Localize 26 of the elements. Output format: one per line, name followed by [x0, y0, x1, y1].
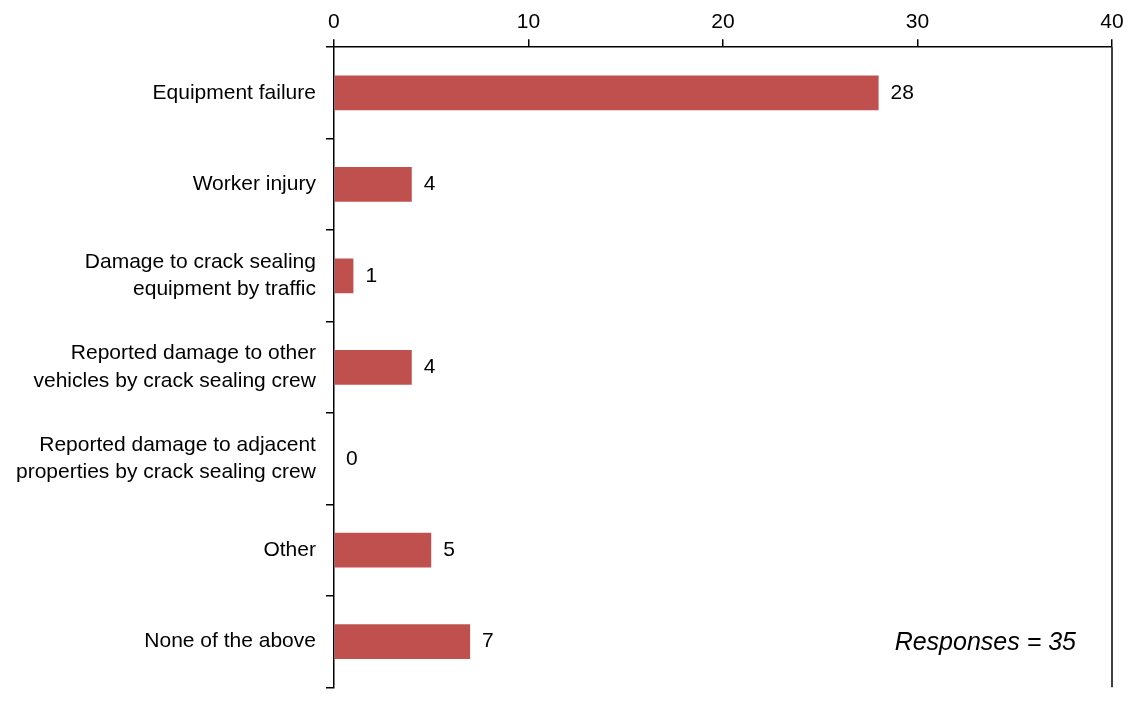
bar [334, 75, 879, 111]
bar [334, 258, 354, 294]
bar [334, 349, 412, 385]
data-label: 4 [423, 354, 436, 378]
y-tick-label: Reported damage to adjacent properties by crack sealing crew [15, 431, 317, 483]
y-tick-label: Other [263, 536, 316, 560]
y-tick-label: Equipment failure [152, 79, 316, 103]
x-tick-label: 10 [516, 9, 541, 33]
x-tick-label: 20 [711, 9, 735, 33]
y-tick-label: Worker injury [192, 171, 317, 195]
bar [334, 532, 432, 568]
y-tick-label: Reported damage to other vehicles by crack sealing crew [33, 340, 317, 391]
data-label: 1 [365, 262, 378, 286]
data-label: 4 [423, 171, 436, 195]
x-tick-label: 0 [328, 9, 340, 33]
data-label: 5 [443, 536, 455, 560]
data-label: 0 [345, 445, 358, 469]
bar [334, 167, 412, 202]
y-tick-label: Damage to crack sealing equipment by traffic [84, 248, 316, 300]
x-tick-label: 30 [905, 9, 930, 33]
x-tick-label: 40 [1100, 9, 1124, 33]
bar [334, 624, 471, 659]
data-label: 7 [482, 628, 494, 652]
data-label: 28 [890, 79, 914, 103]
y-tick-label: None of the above [144, 628, 316, 652]
annotation: Responses = 35 [894, 627, 1077, 656]
